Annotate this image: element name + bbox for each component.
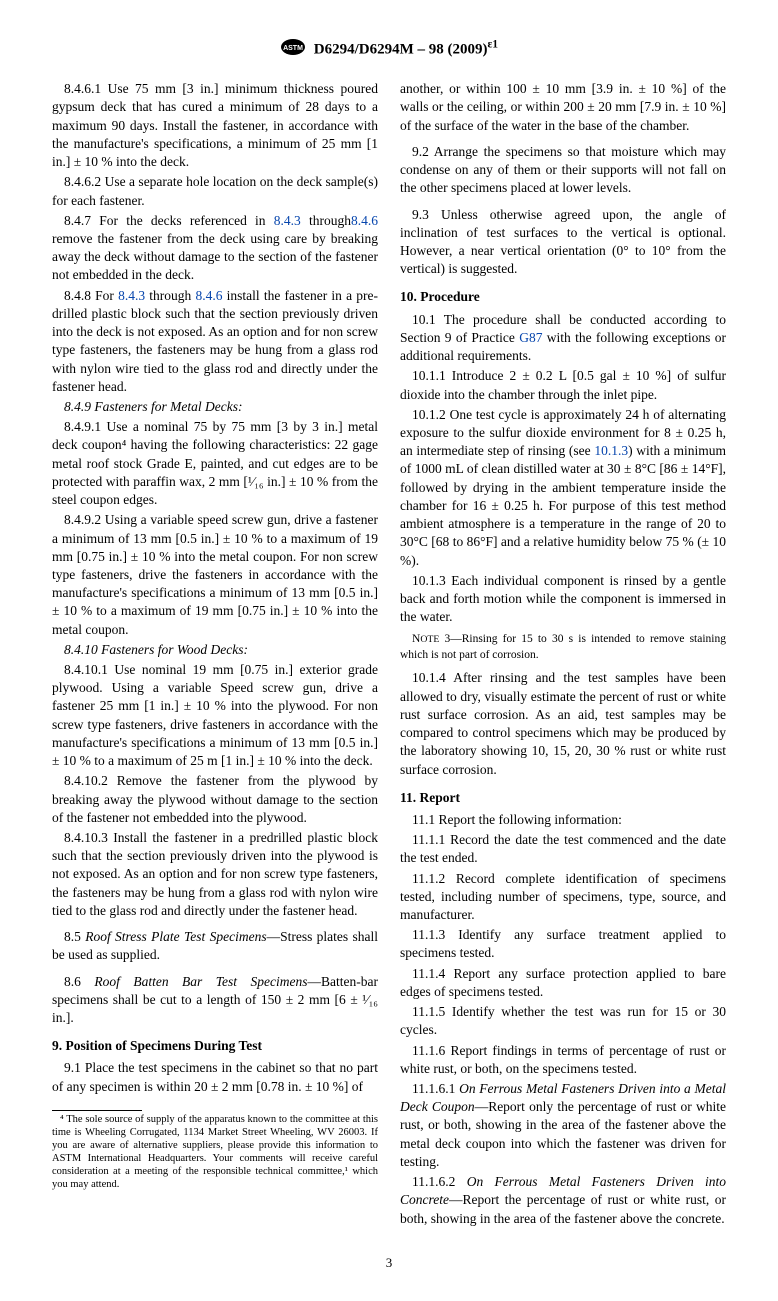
footnote-rule <box>52 1110 142 1111</box>
para-10-1-4: 10.1.4 After rinsing and the test sample… <box>400 669 726 778</box>
crossref-8-4-6[interactable]: 8.4.6 <box>351 213 378 228</box>
document-header: ASTM D6294/D6294M – 98 (2009)ɛ1 <box>52 38 726 62</box>
para-10-1: 10.1 The procedure shall be conducted ac… <box>400 311 726 366</box>
para-8-4-10-1: 8.4.10.1 Use nominal 19 mm [0.75 in.] ex… <box>52 661 378 770</box>
para-8-4-10-2: 8.4.10.2 Remove the fastener from the pl… <box>52 772 378 827</box>
para-8-4-9-2: 8.4.9.2 Using a variable speed screw gun… <box>52 511 378 639</box>
section-10-head: 10. Procedure <box>400 288 726 306</box>
para-8-6: 8.6 Roof Batten Bar Test Specimens—Batte… <box>52 973 378 1028</box>
para-8-4-6-2: 8.4.6.2 Use a separate hole location on … <box>52 173 378 209</box>
epsilon: ɛ1 <box>488 39 498 51</box>
crossref-10-1-3[interactable]: 10.1.3 <box>594 443 628 458</box>
para-11-1-4: 11.1.4 Report any surface protection app… <box>400 965 726 1001</box>
section-9-head: 9. Position of Specimens During Test <box>52 1037 378 1055</box>
para-11-1-6-2: 11.1.6.2 On Ferrous Metal Fasteners Driv… <box>400 1173 726 1228</box>
section-11-head: 11. Report <box>400 789 726 807</box>
para-11-1: 11.1 Report the following information: <box>400 811 726 829</box>
para-8-4-8: 8.4.8 For 8.4.3 through 8.4.6 install th… <box>52 287 378 396</box>
para-11-1-6-1: 11.1.6.1 On Ferrous Metal Fasteners Driv… <box>400 1080 726 1171</box>
para-9-2: 9.2 Arrange the specimens so that moistu… <box>400 143 726 198</box>
para-8-4-7: 8.4.7 For the decks referenced in 8.4.3 … <box>52 212 378 285</box>
crossref-8-4-3[interactable]: 8.4.3 <box>118 288 145 303</box>
designation: D6294/D6294M – 98 (2009) <box>314 42 488 58</box>
page: ASTM D6294/D6294M – 98 (2009)ɛ1 8.4.6.1 … <box>0 0 778 1301</box>
para-11-1-2: 11.1.2 Record complete identification of… <box>400 870 726 925</box>
para-8-4-10-3: 8.4.10.3 Install the fastener in a predr… <box>52 829 378 920</box>
para-8-5: 8.5 Roof Stress Plate Test Specimens—Str… <box>52 928 378 964</box>
para-11-1-6: 11.1.6 Report findings in terms of perce… <box>400 1042 726 1078</box>
left-column: 8.4.6.1 Use 75 mm [3 in.] minimum thickn… <box>52 80 378 1230</box>
para-10-1-1: 10.1.1 Introduce 2 ± 0.2 L [0.5 gal ± 10… <box>400 367 726 403</box>
right-column: another, or within 100 ± 10 mm [3.9 in. … <box>400 80 726 1230</box>
crossref-8-4-6[interactable]: 8.4.6 <box>195 288 222 303</box>
para-8-4-9-head: 8.4.9 Fasteners for Metal Decks: <box>52 398 378 416</box>
para-8-4-9-1: 8.4.9.1 Use a nominal 75 by 75 mm [3 by … <box>52 418 378 509</box>
crossref-8-4-3[interactable]: 8.4.3 <box>274 213 301 228</box>
columns: 8.4.6.1 Use 75 mm [3 in.] minimum thickn… <box>52 80 726 1230</box>
note-3: NOTE 3—Rinsing for 15 to 30 s is intende… <box>400 632 726 663</box>
para-8-4-6-1: 8.4.6.1 Use 75 mm [3 in.] minimum thickn… <box>52 80 378 171</box>
crossref-g87[interactable]: G87 <box>519 330 542 345</box>
para-11-1-5: 11.1.5 Identify whether the test was run… <box>400 1003 726 1039</box>
para-11-1-1: 11.1.1 Record the date the test commence… <box>400 831 726 867</box>
para-8-4-10-head: 8.4.10 Fasteners for Wood Decks: <box>52 641 378 659</box>
astm-logo: ASTM <box>280 38 306 62</box>
para-9-3: 9.3 Unless otherwise agreed upon, the an… <box>400 206 726 279</box>
para-10-1-2: 10.1.2 One test cycle is approximately 2… <box>400 406 726 570</box>
para-11-1-3: 11.1.3 Identify any surface treatment ap… <box>400 926 726 962</box>
footnote-4: ⁴ The sole source of supply of the appar… <box>52 1113 378 1192</box>
para-9-1-cont: another, or within 100 ± 10 mm [3.9 in. … <box>400 80 726 135</box>
para-10-1-3: 10.1.3 Each individual component is rins… <box>400 572 726 627</box>
para-9-1: 9.1 Place the test specimens in the cabi… <box>52 1059 378 1095</box>
page-number: 3 <box>52 1254 726 1272</box>
svg-text:ASTM: ASTM <box>283 45 303 52</box>
